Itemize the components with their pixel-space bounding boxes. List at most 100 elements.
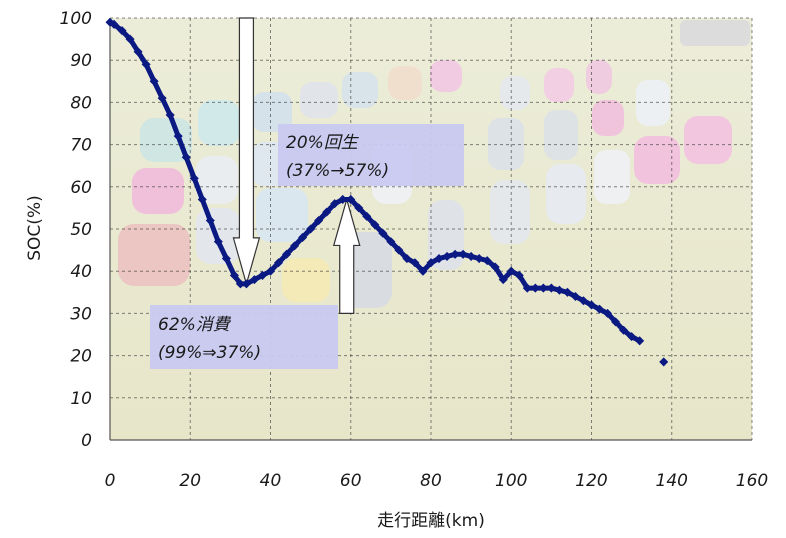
background-car bbox=[490, 180, 530, 244]
y-tick-label: 20 bbox=[70, 347, 92, 367]
soc-point bbox=[538, 283, 548, 293]
annotation-regen-line2: (37%→57%) bbox=[286, 161, 389, 181]
annotation-consume-box bbox=[150, 305, 338, 369]
soc-point bbox=[322, 207, 332, 217]
soc-point bbox=[586, 300, 597, 310]
annotation-arrows bbox=[232, 17, 361, 314]
soc-point bbox=[189, 173, 199, 183]
x-tick-label: 160 bbox=[736, 471, 768, 491]
y-tick-label: 80 bbox=[70, 93, 92, 113]
soc-point bbox=[117, 26, 127, 36]
y-tick-label: 60 bbox=[70, 178, 92, 198]
soc-point bbox=[141, 59, 151, 69]
annotation-regen-box bbox=[278, 124, 464, 186]
x-tick-label: 20 bbox=[179, 471, 201, 491]
y-tick-label: 100 bbox=[60, 9, 92, 29]
y-tick-label: 30 bbox=[70, 304, 92, 324]
x-tick-label: 120 bbox=[575, 471, 607, 491]
soc-point bbox=[603, 308, 613, 318]
soc-point bbox=[249, 275, 259, 285]
soc-point bbox=[241, 279, 251, 289]
y-tick-labels: 0 10 20 30 40 50 60 70 80 90 100 bbox=[60, 9, 92, 451]
soc-point bbox=[619, 325, 629, 335]
soc-point bbox=[627, 332, 637, 342]
soc-point bbox=[205, 216, 215, 226]
y-tick-label: 0 bbox=[81, 431, 92, 451]
background-car bbox=[544, 110, 578, 160]
y-tick-label: 50 bbox=[70, 220, 92, 240]
x-tick-label: 40 bbox=[260, 471, 282, 491]
soc-point bbox=[362, 211, 372, 221]
soc-point bbox=[314, 216, 324, 226]
background-car bbox=[594, 150, 630, 204]
y-tick-label: 90 bbox=[70, 51, 92, 71]
background-car bbox=[256, 188, 308, 242]
soc-point bbox=[635, 336, 645, 346]
soc-outlier-point bbox=[659, 357, 669, 367]
background-car bbox=[282, 258, 330, 302]
soc-point bbox=[570, 291, 580, 302]
soc-point bbox=[594, 304, 605, 314]
regen-arrow bbox=[332, 197, 361, 314]
x-tick-label: 80 bbox=[420, 471, 442, 491]
background-car bbox=[430, 60, 462, 92]
soc-point bbox=[578, 296, 589, 306]
y-tick-label: 70 bbox=[70, 136, 92, 156]
y-tick-label: 10 bbox=[70, 389, 92, 409]
background-car bbox=[196, 156, 238, 204]
soc-point bbox=[562, 287, 572, 297]
annotation-regen-line1: 20%回生 bbox=[286, 133, 360, 153]
series-layer bbox=[105, 17, 669, 367]
soc-point bbox=[394, 245, 404, 255]
y-tick-label: 40 bbox=[70, 262, 92, 282]
background-car bbox=[140, 118, 192, 162]
soc-point bbox=[197, 194, 207, 204]
annotation-consume-line2: (99%⇒37%) bbox=[158, 343, 261, 363]
background-car bbox=[132, 168, 184, 214]
background-car bbox=[118, 224, 190, 286]
background-car bbox=[680, 20, 750, 46]
x-tick-label: 140 bbox=[656, 471, 688, 491]
soc-point bbox=[442, 251, 452, 261]
soc-point bbox=[530, 283, 540, 293]
background-car bbox=[500, 76, 530, 110]
soc-point bbox=[165, 110, 175, 120]
soc-point bbox=[157, 93, 167, 103]
soc-point bbox=[173, 131, 183, 141]
background-car bbox=[586, 60, 612, 94]
consumption-arrow bbox=[232, 17, 261, 287]
background-car bbox=[546, 164, 586, 224]
axes bbox=[109, 18, 752, 441]
soc-point bbox=[235, 279, 245, 289]
soc-point bbox=[522, 283, 532, 293]
soc-point bbox=[213, 237, 223, 247]
soc-point bbox=[229, 270, 239, 280]
x-axis-title: 走行距離(km) bbox=[377, 511, 485, 531]
soc-point bbox=[149, 76, 159, 86]
soc-point bbox=[125, 34, 135, 44]
background-car bbox=[636, 80, 670, 126]
background-car bbox=[684, 116, 732, 164]
soc-point bbox=[546, 283, 556, 293]
soc-point bbox=[181, 152, 191, 162]
background-car bbox=[544, 68, 574, 102]
background-car bbox=[488, 118, 524, 170]
soc-point bbox=[611, 317, 621, 327]
soc-point bbox=[466, 251, 476, 261]
background-car bbox=[300, 82, 338, 118]
background-car bbox=[592, 100, 624, 136]
x-tick-label: 60 bbox=[340, 471, 362, 491]
background-car bbox=[634, 136, 680, 184]
x-tick-label: 100 bbox=[495, 471, 527, 491]
annotation-consume: 62%消費 (99%⇒37%) bbox=[150, 305, 338, 369]
soc-point bbox=[354, 203, 364, 213]
annotation-consume-line1: 62%消費 bbox=[158, 315, 232, 335]
background-car bbox=[342, 72, 378, 108]
annotation-regen: 20%回生 (37%→57%) bbox=[278, 124, 464, 186]
y-axis-title: SOC(%) bbox=[25, 195, 45, 260]
grid-lines bbox=[110, 17, 753, 440]
background-car bbox=[198, 100, 240, 146]
x-tick-label: 0 bbox=[105, 471, 116, 491]
x-tick-labels: 0 20 40 60 80 100 120 140 160 bbox=[105, 471, 769, 491]
